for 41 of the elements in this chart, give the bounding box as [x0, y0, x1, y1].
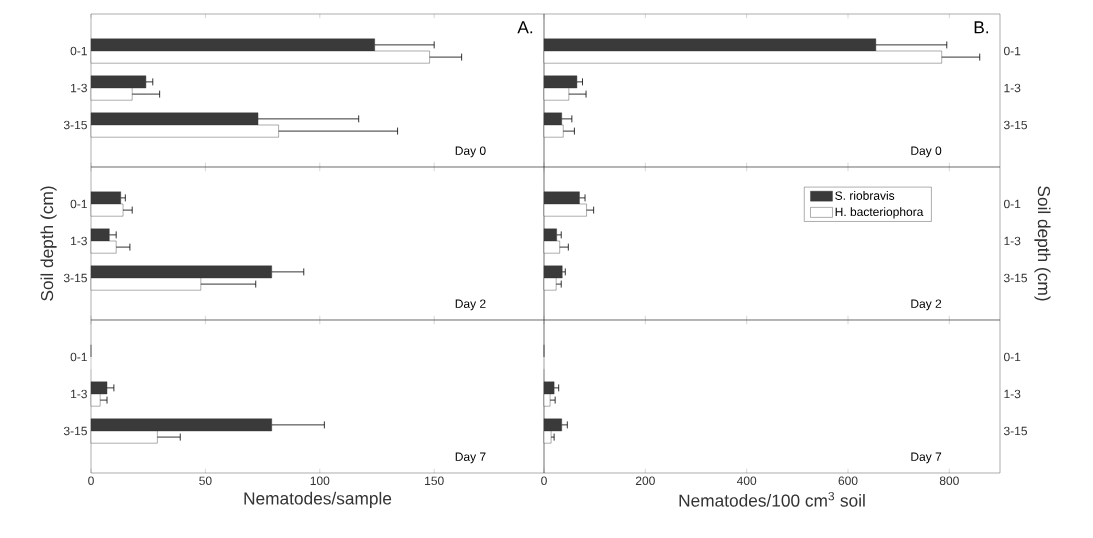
y-tick-label: 1-3 [71, 389, 87, 399]
y-tick-label: 3-15 [63, 426, 87, 436]
chart-title: B. [974, 21, 989, 34]
y-tick-label: 0-1 [1003, 352, 1021, 362]
annotation: Day 0 [911, 146, 942, 158]
y-tick-label: 0-1 [1003, 199, 1021, 209]
x-axis-title: Nematodes/sample [244, 491, 392, 508]
x-tick-label: 0 [88, 476, 94, 486]
y-tick-label: 0-1 [70, 46, 87, 56]
annotation: Day 2 [911, 299, 942, 311]
y-tick-label: 3-15 [63, 120, 87, 130]
x-tick-label: 800 [939, 476, 959, 486]
y-tick-label: 0-1 [70, 199, 87, 209]
x-tick-label: 600 [838, 476, 858, 486]
y-axis-title: Soil depth (cm) [1034, 186, 1051, 301]
x-tick-label: 100 [310, 476, 330, 486]
annotation: Day 7 [455, 452, 486, 464]
y-tick-label: 0-1 [70, 352, 87, 362]
annotation: Day 7 [911, 452, 942, 464]
y-tick-label: 3-15 [1003, 120, 1028, 130]
annotation: Day 0 [455, 146, 486, 158]
y-tick-label: 1-3 [71, 236, 87, 246]
y-tick-label: 3-15 [63, 273, 87, 283]
y-tick-label: 0-1 [1003, 46, 1021, 56]
legend-label: S. riobravis [835, 191, 895, 200]
x-tick-label: 0 [541, 476, 547, 486]
legend-label: H. bacteriophora [835, 207, 924, 219]
y-tick-label: 1-3 [1004, 83, 1021, 93]
y-axis-title: Soil depth (cm) [40, 186, 57, 301]
x-axis-title: Nematodes/100 cm$^{3}$ soil [679, 491, 865, 507]
x-tick-label: 200 [635, 476, 655, 486]
x-tick-label: 400 [736, 476, 757, 486]
y-tick-label: 1-3 [71, 83, 87, 93]
chart-title: A. [517, 21, 533, 34]
y-tick-label: 1-3 [1004, 236, 1021, 246]
x-tick-label: 150 [425, 476, 444, 486]
y-tick-label: 3-15 [1003, 426, 1028, 436]
y-tick-label: 1-3 [1004, 389, 1021, 399]
annotation: Day 2 [455, 299, 486, 311]
y-tick-label: 3-15 [1003, 273, 1028, 283]
x-tick-label: 50 [199, 476, 212, 486]
